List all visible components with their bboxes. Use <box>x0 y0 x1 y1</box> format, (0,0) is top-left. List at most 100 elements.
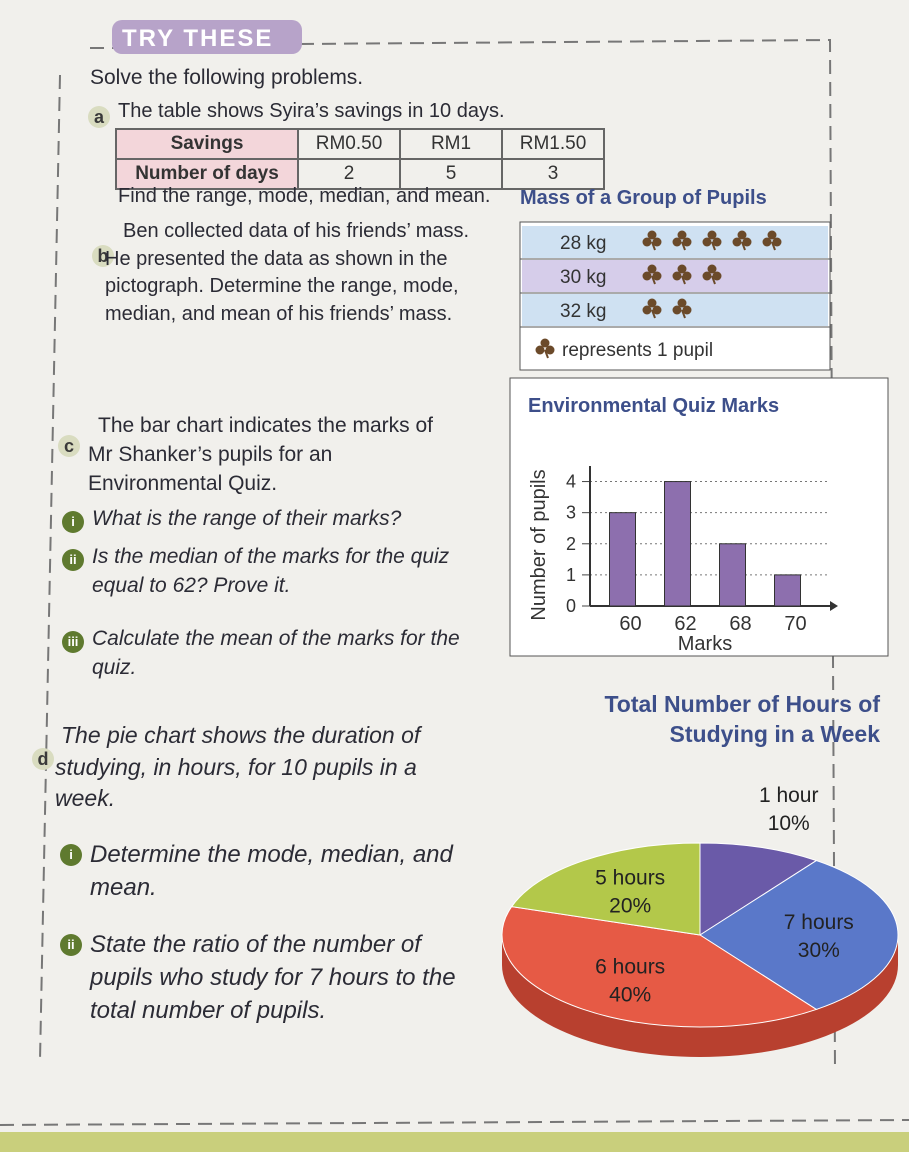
x-tick-label: 60 <box>619 613 641 635</box>
problem-label: c <box>58 435 80 457</box>
table-cell: 3 <box>501 158 605 190</box>
intro: Solve the following problems. <box>90 66 364 89</box>
clover-stem <box>651 241 656 251</box>
clover-leaf <box>672 271 682 281</box>
item-label: iii <box>62 631 84 653</box>
clover-stem <box>681 309 686 319</box>
slice-label: 6 hours <box>595 956 665 979</box>
clover-leaf <box>647 264 657 274</box>
clover-stem <box>544 349 549 359</box>
bar <box>774 574 801 607</box>
clover-leaf <box>647 230 657 240</box>
bottom-strip <box>0 1132 909 1152</box>
problem-label: a <box>88 106 110 128</box>
clover-leaf <box>712 271 722 281</box>
pie-slice <box>699 842 818 936</box>
y-tick-label: 2 <box>566 534 576 554</box>
table-cell: Number of days <box>115 158 299 190</box>
clover-leaf <box>672 237 682 247</box>
clover-stem <box>651 309 656 319</box>
item-label: ii <box>60 934 82 956</box>
x-tick-label: 68 <box>729 613 751 635</box>
dashed-border <box>0 38 909 1126</box>
clover-stem <box>681 275 686 285</box>
bar <box>719 543 746 607</box>
clover-stem <box>771 241 776 251</box>
clover-leaf <box>672 305 682 315</box>
clover-leaf <box>652 305 662 315</box>
clover-leaf <box>732 237 742 247</box>
slice-value-label: 20% <box>609 894 651 917</box>
pictograph-icons <box>642 264 722 285</box>
pie-title: Total Number of Hours of Studying in a W… <box>604 691 880 747</box>
slice-label: 5 hours <box>595 866 665 889</box>
y-axis-title: Number of pupils <box>528 469 550 620</box>
clover-leaf <box>682 305 692 315</box>
table-cell: 5 <box>399 158 503 190</box>
y-tick-label: 1 <box>566 565 576 585</box>
clover-leaf <box>545 345 555 355</box>
bar-chart-frame <box>509 377 889 657</box>
clover-leaf <box>642 237 652 247</box>
problem-text: The pie chart shows the duration of stud… <box>55 722 421 812</box>
table-cell: Savings <box>115 128 299 160</box>
clover-leaf <box>682 271 692 281</box>
problem-text: The table shows Syira’s savings in 10 da… <box>118 100 505 122</box>
row-label: 28 kg <box>560 233 606 254</box>
pictograph-icons <box>642 298 692 319</box>
clover-leaf <box>540 338 550 348</box>
pie-slice <box>699 860 899 1010</box>
problem-text: The bar chart indicates the marks of Mr … <box>88 414 433 495</box>
pictograph-title: Mass of a Group of Pupils <box>520 187 767 209</box>
item-label: i <box>60 844 82 866</box>
x-tick-label: 62 <box>674 613 696 635</box>
clover-leaf <box>762 237 772 247</box>
clover-leaf <box>707 264 717 274</box>
clover-leaf <box>772 237 782 247</box>
table-row: Number of days 2 5 3 <box>115 158 605 190</box>
row-label: 30 kg <box>560 267 606 288</box>
y-tick-label: 3 <box>566 503 576 523</box>
item-label: i <box>62 511 84 533</box>
clover-leaf <box>682 237 692 247</box>
slice-value-label: 10% <box>768 812 810 835</box>
y-tick-label: 4 <box>566 472 576 492</box>
table-row: Savings RM0.50 RM1 RM1.50 <box>115 128 605 160</box>
table-cell: RM1 <box>399 128 503 160</box>
pictograph-key: represents 1 pupil <box>562 340 713 361</box>
slice-value-label: 40% <box>609 984 651 1007</box>
clover-leaf <box>677 264 687 274</box>
clover-leaf <box>647 298 657 308</box>
problem-text: Ben collected data of his friends’ mass.… <box>105 220 470 325</box>
row-label: 32 kg <box>560 301 606 322</box>
item-text: Calculate the mean of the marks for the … <box>92 627 460 679</box>
problem-question: Find the range, mode, median, and mean. <box>118 185 491 207</box>
item-text: Determine the mode, median, and mean. <box>90 841 453 902</box>
x-axis-title: Marks <box>678 633 732 655</box>
item-text: Is the median of the marks for the quiz … <box>92 545 450 597</box>
clover-stem <box>711 241 716 251</box>
y-tick-label: 0 <box>566 596 576 616</box>
table-cell: 2 <box>297 158 401 190</box>
clover-leaf <box>642 271 652 281</box>
badge: TRY THESE <box>122 25 274 52</box>
problem-label: d <box>32 748 54 770</box>
table-cell: RM1.50 <box>501 128 605 160</box>
slice-label: 7 hours <box>784 911 854 934</box>
pictograph-icons <box>642 230 782 251</box>
slice-label: 1 hour <box>759 784 819 807</box>
item-label: ii <box>62 549 84 571</box>
bar <box>609 512 636 607</box>
clover-leaf <box>677 230 687 240</box>
clover-leaf <box>707 230 717 240</box>
slice-value-label: 30% <box>798 939 840 962</box>
bar <box>664 481 691 607</box>
clover-leaf <box>702 237 712 247</box>
savings-table: Savings RM0.50 RM1 RM1.50 Number of days 2 5 3 <box>115 128 605 190</box>
clover-leaf <box>767 230 777 240</box>
clover-stem <box>711 275 716 285</box>
clover-leaf <box>652 271 662 281</box>
table-cell: RM0.50 <box>297 128 401 160</box>
